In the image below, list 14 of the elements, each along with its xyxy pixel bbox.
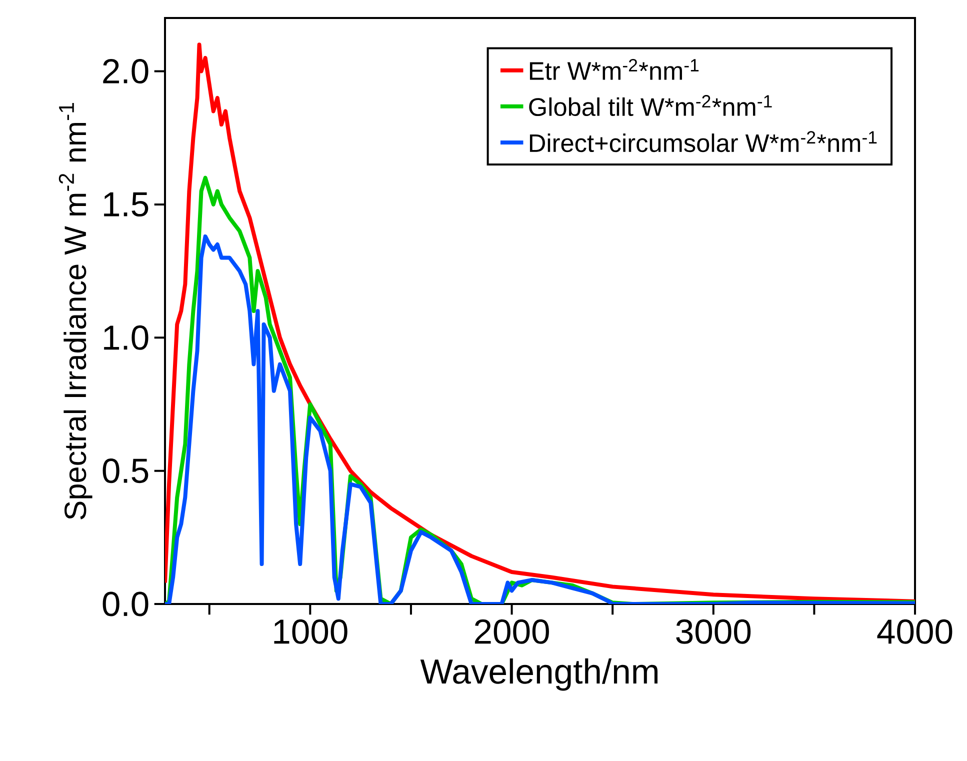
y-tick-label: 0.5 — [102, 458, 148, 484]
y-axis-title: Spectral Irradiance W m$^{-2}$ nm$^{-1}$ — [58, 102, 92, 520]
x-tick-label: 3000 — [676, 619, 751, 644]
y-tick-label: 1.5 — [104, 192, 148, 217]
y-tick-label: 1.0 — [104, 325, 148, 350]
legend-label: Global tilt W*m$^{-2}$*nm$^{-1}$ — [529, 95, 772, 116]
y-tick-label: 2.0 — [103, 58, 148, 84]
x-tick-label: 1000 — [274, 619, 348, 644]
legend-label: Direct+circumsolar W*m$^{-2}$*nm$^{-1}$ — [530, 131, 877, 152]
x-tick-label: 2000 — [474, 619, 549, 644]
x-axis-title: Wavelength/nm — [420, 658, 658, 691]
y-tick-label: 0.0 — [102, 592, 148, 616]
x-tick-label: 4000 — [877, 619, 952, 644]
legend-label: Etr W*m$^{-2}$*nm$^{-1}$ — [530, 58, 699, 80]
